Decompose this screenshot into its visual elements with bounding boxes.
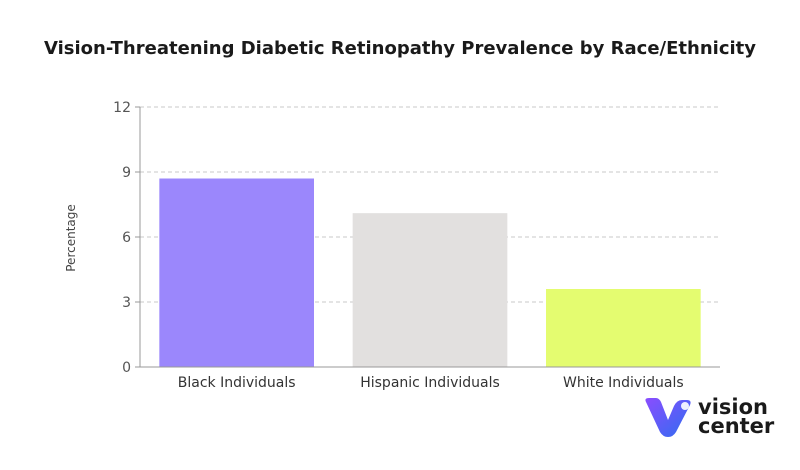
bars [159,178,701,367]
bar-hispanic-individuals [352,213,508,367]
x-tick-label: Black Individuals [178,375,296,391]
y-tick-label: 12 [113,100,131,116]
y-tick-label: 9 [122,165,131,181]
x-tick-label: White Individuals [563,375,684,391]
y-tick-label: 6 [122,230,131,246]
bar-black-individuals [159,178,314,367]
chart-title: Vision-Threatening Diabetic Retinopathy … [43,38,756,59]
logo-text-vision: vision [698,395,768,419]
x-tick-label: Hispanic Individuals [360,375,500,391]
logo-text-center: center [698,414,775,438]
y-axis-label: Percentage [64,204,78,272]
bar-white-individuals [546,289,701,367]
y-tick-label: 0 [122,360,131,376]
vision-center-logo: vision center [640,394,790,442]
logo-v-mark-icon [645,398,691,437]
axes: 0 3 6 9 12 Black Individuals Hispanic Individu… [113,100,720,391]
y-tick-label: 3 [122,295,131,311]
